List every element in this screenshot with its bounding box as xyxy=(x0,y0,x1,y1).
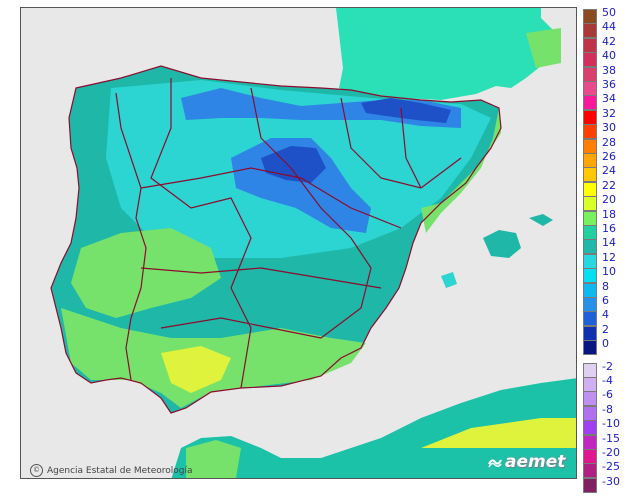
france-green-strip xyxy=(526,28,561,68)
legend-swatch xyxy=(583,210,597,226)
legend-swatch xyxy=(583,95,597,111)
legend-label: 16 xyxy=(602,222,616,235)
internal-border-7 xyxy=(400,107,422,189)
legend-swatch xyxy=(583,138,597,154)
internal-border-2 xyxy=(250,87,372,339)
legend-label: 34 xyxy=(602,92,616,106)
legend-label: -25 xyxy=(602,460,620,474)
legend-label: 42 xyxy=(602,34,616,48)
pyrenees-dark-blue xyxy=(361,98,451,123)
legend-swatch xyxy=(583,391,597,407)
legend-swatch xyxy=(583,463,597,479)
legend-label: 18 xyxy=(602,207,616,221)
legend-swatch xyxy=(583,282,597,298)
legend-swatch xyxy=(583,81,597,96)
legend-swatch xyxy=(583,268,597,284)
legend-label: 36 xyxy=(602,78,616,91)
internal-border-4 xyxy=(140,167,402,229)
mallorca xyxy=(483,230,521,258)
legend-swatch xyxy=(583,449,597,464)
legend-label: 8 xyxy=(602,279,609,293)
legend-label: -10 xyxy=(602,417,620,431)
france-landmass xyxy=(336,8,561,100)
legend-swatch xyxy=(583,225,597,240)
pyrenees-blue xyxy=(181,88,461,128)
legend-label: 26 xyxy=(602,150,616,163)
legend-swatch xyxy=(583,52,597,68)
legend-swatch xyxy=(583,297,597,312)
legend-swatch xyxy=(583,434,597,450)
southwest-green xyxy=(71,228,221,318)
north-africa-landmass xyxy=(171,378,576,478)
internal-border-5 xyxy=(140,267,382,289)
menorca xyxy=(529,214,553,226)
legend-label: 22 xyxy=(602,178,616,192)
legend-label: 0 xyxy=(602,337,609,351)
legend-swatch xyxy=(583,9,597,24)
internal-border-3 xyxy=(340,97,462,189)
ibiza xyxy=(441,272,457,288)
internal-border-6 xyxy=(160,317,322,339)
credit-text: Agencia Estatal de Meteorología xyxy=(47,465,193,476)
legend-label: -2 xyxy=(602,359,613,373)
legend-label: 24 xyxy=(602,164,616,178)
legend-swatch xyxy=(583,181,597,197)
legend-label: 50 xyxy=(602,6,616,19)
andalusia-yellow xyxy=(161,346,231,393)
temperature-map xyxy=(20,7,577,479)
internal-border-1 xyxy=(150,78,252,389)
color-legend: 50 44 42 40 38 36 34 32 30 28 26 24 22 20 18 16 14 12 10 8 6… xyxy=(583,6,627,493)
brand-logo-text: aemet xyxy=(505,452,566,472)
legend-swatch xyxy=(583,37,597,53)
region-borders xyxy=(50,65,502,414)
legend-swatch xyxy=(583,253,597,269)
portugal-border xyxy=(115,92,147,381)
legend-label: -30 xyxy=(602,474,620,488)
sun-wave-logo-icon xyxy=(488,459,502,468)
legend-label: -8 xyxy=(602,402,613,416)
legend-swatch xyxy=(583,420,597,436)
legend-swatch xyxy=(583,340,597,356)
legend-label: 2 xyxy=(602,322,609,336)
brand-logo: aemet xyxy=(488,452,565,472)
coastline xyxy=(50,65,502,414)
east-coast-green xyxy=(421,108,501,233)
temperature-map-graphic xyxy=(21,8,576,478)
legend-swatch xyxy=(583,167,597,183)
legend-label: 38 xyxy=(602,63,616,77)
copyright-icon: © xyxy=(30,464,43,477)
legend-label: 6 xyxy=(602,294,609,307)
legend-swatch xyxy=(583,66,597,82)
legend-swatch xyxy=(583,311,597,327)
legend-label: 10 xyxy=(602,265,616,279)
legend-label: 20 xyxy=(602,193,616,207)
legend-swatch xyxy=(583,325,597,341)
legend-label: 4 xyxy=(602,308,609,322)
legend-label: -6 xyxy=(602,388,613,402)
legend-label: 32 xyxy=(602,106,616,120)
legend-label: -20 xyxy=(602,446,620,459)
legend-label: 44 xyxy=(602,20,616,34)
legend-label: 40 xyxy=(602,49,616,63)
legend-swatch xyxy=(583,477,597,493)
legend-swatch xyxy=(583,362,597,378)
legend-swatch xyxy=(583,196,597,212)
legend-swatch xyxy=(583,124,597,140)
africa-green-band xyxy=(186,440,241,478)
legend-swatch xyxy=(583,23,597,39)
legend-swatch xyxy=(583,153,597,168)
legend-label: 30 xyxy=(602,121,616,135)
credit-line: © Agencia Estatal de Meteorología xyxy=(30,464,193,477)
legend-label: 12 xyxy=(602,250,616,264)
legend-swatch xyxy=(583,109,597,125)
legend-label: 28 xyxy=(602,135,616,149)
legend-label: 14 xyxy=(602,236,616,250)
legend-label: -4 xyxy=(602,374,613,387)
africa-yellow-band xyxy=(421,418,576,448)
legend-swatch xyxy=(583,405,597,421)
legend-swatch xyxy=(583,377,597,392)
legend-label: -15 xyxy=(602,431,620,445)
legend-swatch xyxy=(583,239,597,255)
